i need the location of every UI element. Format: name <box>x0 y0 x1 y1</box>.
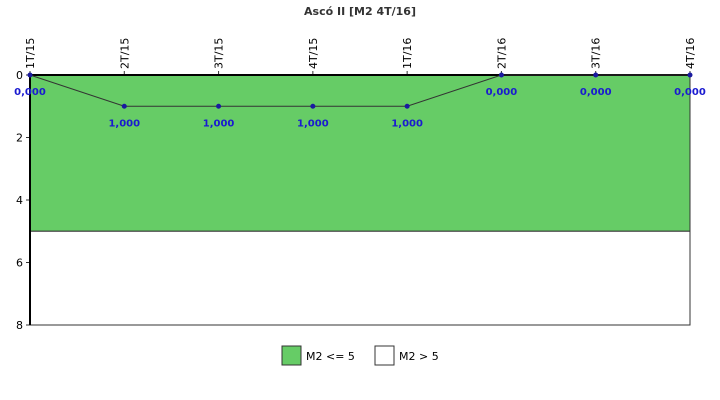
y-tick-label: 6 <box>16 257 23 270</box>
x-tick-label: 2T/15 <box>118 38 131 69</box>
data-label: 0,000 <box>580 87 612 98</box>
x-tick-label: 4T/15 <box>307 38 320 69</box>
data-label: 1,000 <box>108 118 140 129</box>
legend-label: M2 <= 5 <box>306 350 355 363</box>
data-point <box>593 72 599 78</box>
x-tick-label: 4T/16 <box>684 38 697 69</box>
x-tick-label: 3T/16 <box>590 38 603 69</box>
data-point <box>27 72 33 78</box>
band-0 <box>29 74 691 232</box>
y-tick-label: 8 <box>16 319 23 332</box>
data-label: 1,000 <box>203 118 235 129</box>
data-point <box>498 72 504 78</box>
data-point <box>216 103 222 109</box>
y-tick-label: 4 <box>16 194 23 207</box>
threshold-bands <box>29 74 691 326</box>
series-line: 0,000 1,000 1,000 1,000 1,000 0,000 0,000 0,000 <box>14 72 706 129</box>
band-1 <box>29 230 691 326</box>
y-tick-label: 2 <box>16 132 23 145</box>
data-point <box>310 103 316 109</box>
x-tick-label: 3T/15 <box>213 38 226 69</box>
series-line-0 <box>29 74 690 107</box>
data-label: 0,000 <box>486 87 518 98</box>
legend: M2 <= 5 M2 > 5 <box>281 345 439 366</box>
data-label: 1,000 <box>297 118 329 129</box>
data-point <box>121 103 127 109</box>
legend-label: M2 > 5 <box>399 350 439 363</box>
y-axis-ticks: 0 2 4 6 8 <box>16 69 30 332</box>
data-point <box>404 103 410 109</box>
x-tick-label: 1T/15 <box>24 38 37 69</box>
data-point <box>687 72 693 78</box>
x-tick-label: 2T/16 <box>495 38 508 69</box>
legend-swatch <box>374 345 395 366</box>
data-label: 1,000 <box>391 118 423 129</box>
x-axis-ticks: 1T/15 2T/15 3T/15 4T/15 1T/16 2T/16 3T/16 4T/16 <box>24 38 697 75</box>
data-label: 0,000 <box>674 87 706 98</box>
chart-title: Ascó II [M2 4T/16] <box>304 5 416 18</box>
y-tick-label: 0 <box>16 69 23 82</box>
data-label: 0,000 <box>14 87 46 98</box>
x-tick-label: 1T/16 <box>401 38 414 69</box>
legend-swatch <box>281 345 302 366</box>
